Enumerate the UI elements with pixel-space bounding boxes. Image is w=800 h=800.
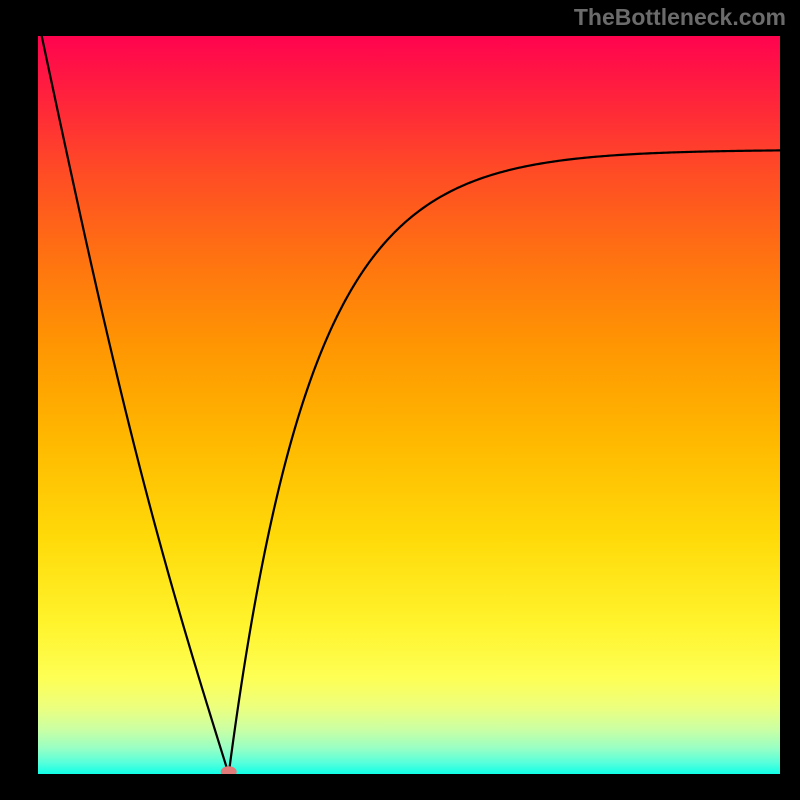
watermark-text: TheBottleneck.com — [574, 4, 786, 31]
chart-background — [38, 36, 780, 774]
bottleneck-chart — [38, 36, 780, 774]
